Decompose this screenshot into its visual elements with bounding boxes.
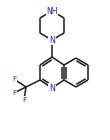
Text: N: N [49, 83, 55, 93]
Text: F: F [12, 90, 16, 96]
Text: F: F [22, 97, 26, 103]
Text: F: F [12, 76, 16, 82]
Text: NH: NH [46, 6, 58, 16]
Text: N: N [49, 36, 55, 45]
